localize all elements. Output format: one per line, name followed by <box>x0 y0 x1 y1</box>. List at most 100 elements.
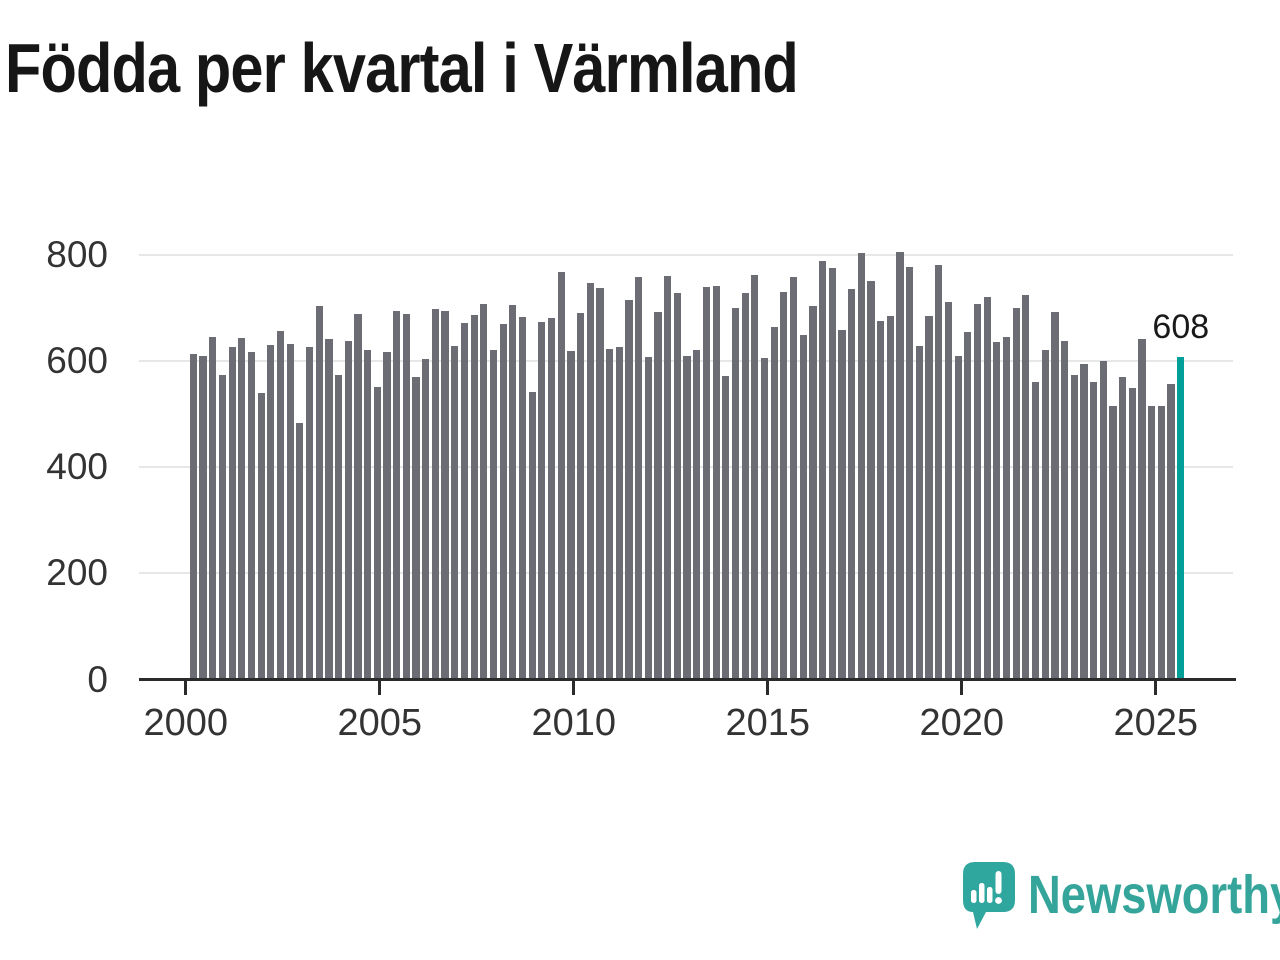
bar <box>925 315 933 680</box>
x-axis-tick-label: 2020 <box>919 702 1005 744</box>
bar <box>383 351 391 680</box>
bar <box>344 341 352 680</box>
bar <box>877 320 885 680</box>
bar <box>828 268 836 680</box>
bar <box>683 355 691 680</box>
bar <box>305 347 314 680</box>
bar <box>848 289 856 680</box>
bar <box>431 308 439 680</box>
bar <box>480 304 488 680</box>
bar <box>644 356 652 680</box>
x-axis-tick <box>766 681 770 695</box>
bar <box>722 376 730 680</box>
bar <box>1119 376 1127 680</box>
bar <box>770 327 778 680</box>
y-axis-tick-label: 0 <box>87 658 108 700</box>
bar <box>1070 374 1078 680</box>
bar <box>354 314 362 680</box>
bar <box>789 276 798 680</box>
bar <box>1157 405 1165 680</box>
bar <box>412 377 420 680</box>
bar <box>1061 340 1069 680</box>
bar <box>935 264 943 680</box>
bar <box>906 267 914 680</box>
bar <box>1109 405 1117 680</box>
bar <box>896 251 904 680</box>
bar <box>189 354 197 680</box>
bar <box>402 314 410 680</box>
bar <box>257 393 265 680</box>
brand-name: Newsworthy <box>1028 865 1280 925</box>
bar <box>1041 349 1049 680</box>
bar <box>364 350 372 680</box>
bar <box>886 316 894 680</box>
bar <box>509 304 517 680</box>
bar <box>315 306 323 680</box>
bar <box>460 322 469 680</box>
bar <box>702 286 711 680</box>
x-axis-line <box>139 678 1236 681</box>
bar <box>712 286 720 680</box>
y-axis-tick-label: 800 <box>46 233 108 275</box>
y-axis-tick-label: 600 <box>46 339 108 381</box>
bar <box>247 351 256 680</box>
bar <box>1167 384 1175 680</box>
bar <box>596 287 604 680</box>
x-axis-tick <box>184 681 188 695</box>
bar <box>228 346 236 680</box>
bar <box>538 321 546 680</box>
bar <box>664 275 672 680</box>
bar <box>693 350 701 680</box>
x-axis-tick <box>960 681 964 695</box>
bar <box>1031 382 1040 680</box>
bar <box>654 311 662 680</box>
bar <box>983 297 991 680</box>
bar <box>393 311 401 680</box>
bar <box>964 332 972 680</box>
x-axis-tick <box>572 681 576 695</box>
bar <box>954 355 962 680</box>
bar <box>276 331 285 680</box>
bar <box>1002 336 1011 680</box>
bar <box>606 349 614 680</box>
bar <box>819 260 827 680</box>
bar <box>286 344 294 680</box>
bar <box>218 374 227 680</box>
bar <box>915 345 923 680</box>
bar <box>499 323 507 680</box>
bar <box>993 341 1001 680</box>
bar <box>635 276 643 680</box>
bar <box>867 281 875 680</box>
bar <box>944 301 953 680</box>
bar <box>199 355 207 680</box>
bar <box>751 275 759 680</box>
bar <box>441 310 449 680</box>
bar <box>615 347 623 680</box>
highlighted-bar <box>1177 356 1185 680</box>
bar <box>1090 382 1098 680</box>
bar <box>838 329 846 680</box>
bar <box>1148 405 1156 680</box>
bar <box>325 338 333 680</box>
newsworthy-logo-icon <box>963 862 1015 929</box>
bar <box>267 344 275 680</box>
x-axis-tick-label: 2005 <box>337 702 423 744</box>
y-axis-tick-label: 200 <box>46 552 108 594</box>
bar <box>1128 387 1136 680</box>
bar <box>741 293 749 680</box>
bar <box>335 374 343 680</box>
bar <box>209 336 217 680</box>
bar <box>1012 308 1020 680</box>
bar <box>518 317 527 680</box>
chart-title: Födda per kvartal i Värmland <box>5 29 799 107</box>
x-axis-tick <box>1154 681 1158 695</box>
bar <box>809 305 817 680</box>
bar <box>451 345 459 680</box>
bar <box>973 304 982 680</box>
y-gridline <box>139 253 1233 256</box>
bar <box>799 335 807 680</box>
x-axis-tick <box>378 681 382 695</box>
bar <box>857 252 865 680</box>
bar <box>1080 364 1088 680</box>
bar <box>422 358 430 680</box>
